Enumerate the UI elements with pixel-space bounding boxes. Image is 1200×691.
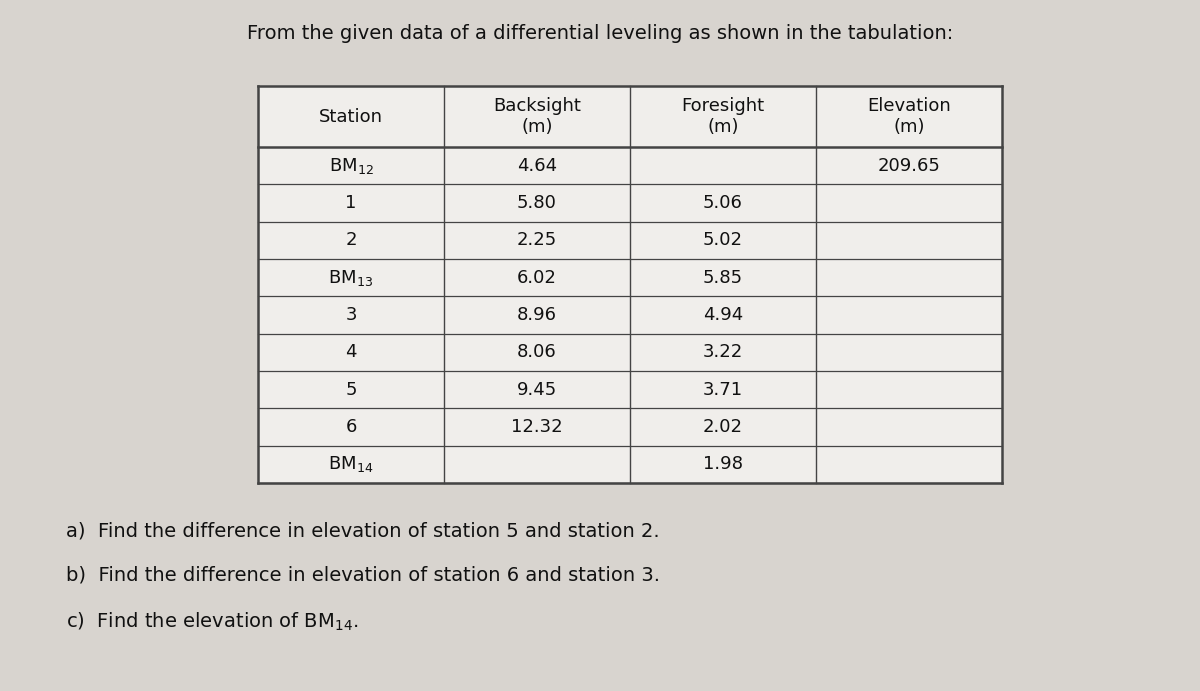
Text: BM$_{13}$: BM$_{13}$ xyxy=(329,268,373,287)
Text: 5: 5 xyxy=(346,381,356,399)
Text: 5.85: 5.85 xyxy=(703,269,743,287)
Text: BM$_{12}$: BM$_{12}$ xyxy=(329,156,373,176)
Text: Foresight
(m): Foresight (m) xyxy=(682,97,764,136)
Text: 5.02: 5.02 xyxy=(703,231,743,249)
Text: 5.80: 5.80 xyxy=(517,194,557,212)
Text: Backsight
(m): Backsight (m) xyxy=(493,97,581,136)
Text: 6: 6 xyxy=(346,418,356,436)
Text: 4.64: 4.64 xyxy=(517,157,557,175)
Text: 3.22: 3.22 xyxy=(703,343,743,361)
Text: Elevation
(m): Elevation (m) xyxy=(868,97,950,136)
Text: 209.65: 209.65 xyxy=(877,157,941,175)
Text: Station: Station xyxy=(319,108,383,126)
Text: 4.94: 4.94 xyxy=(703,306,743,324)
Text: 3.71: 3.71 xyxy=(703,381,743,399)
Text: 6.02: 6.02 xyxy=(517,269,557,287)
Text: 4: 4 xyxy=(346,343,356,361)
Text: c)  Find the elevation of BM$_{14}$.: c) Find the elevation of BM$_{14}$. xyxy=(66,611,359,633)
Text: 2.02: 2.02 xyxy=(703,418,743,436)
Text: 8.96: 8.96 xyxy=(517,306,557,324)
Text: 5.06: 5.06 xyxy=(703,194,743,212)
Text: From the given data of a differential leveling as shown in the tabulation:: From the given data of a differential le… xyxy=(247,24,953,43)
Text: b)  Find the difference in elevation of station 6 and station 3.: b) Find the difference in elevation of s… xyxy=(66,566,660,585)
Text: a)  Find the difference in elevation of station 5 and station 2.: a) Find the difference in elevation of s… xyxy=(66,521,660,540)
Text: 3: 3 xyxy=(346,306,356,324)
Text: 2.25: 2.25 xyxy=(517,231,557,249)
Text: 1.98: 1.98 xyxy=(703,455,743,473)
Text: BM$_{14}$: BM$_{14}$ xyxy=(329,455,373,474)
Text: 9.45: 9.45 xyxy=(517,381,557,399)
Text: 2: 2 xyxy=(346,231,356,249)
Text: 1: 1 xyxy=(346,194,356,212)
Text: 8.06: 8.06 xyxy=(517,343,557,361)
Text: 12.32: 12.32 xyxy=(511,418,563,436)
Bar xyxy=(258,86,1002,483)
